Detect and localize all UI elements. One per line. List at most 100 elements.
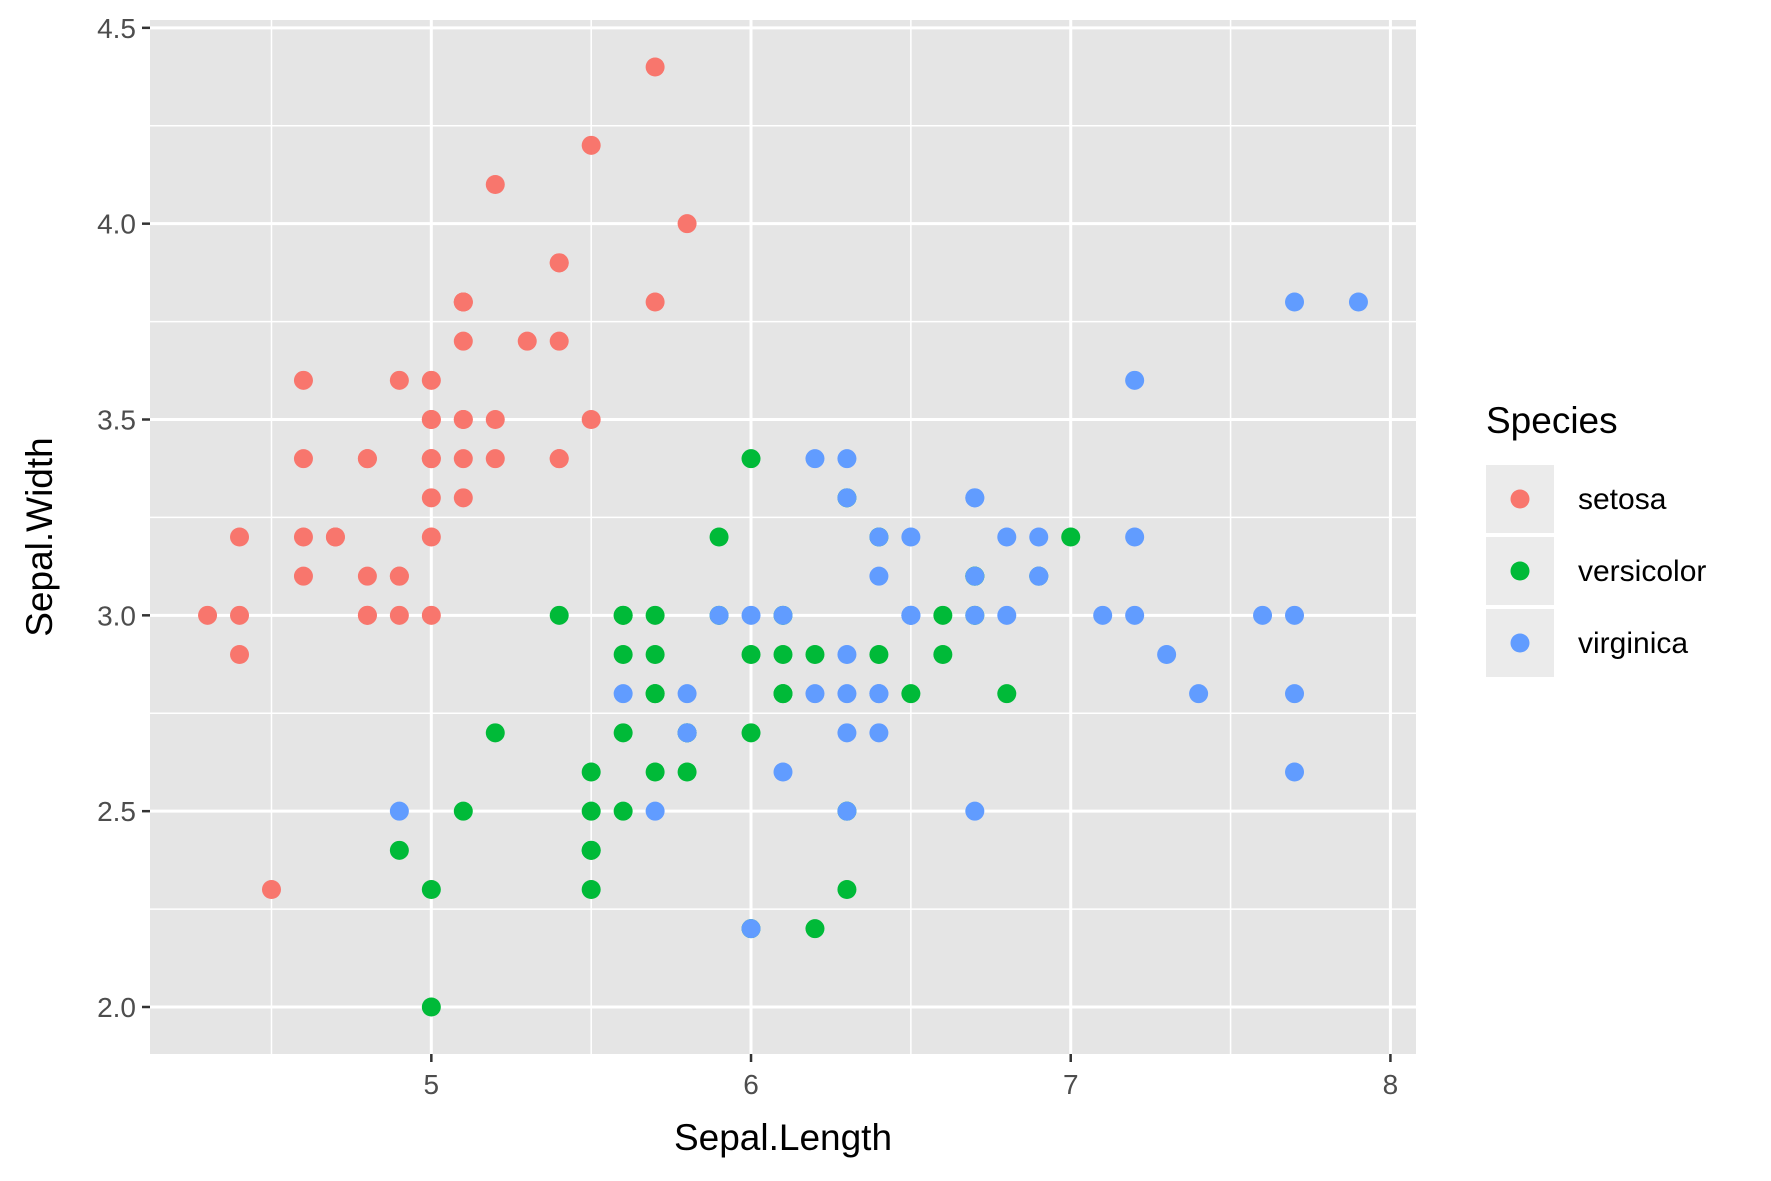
data-point-virginica bbox=[837, 801, 857, 821]
data-point-setosa bbox=[293, 449, 313, 469]
data-point-virginica bbox=[901, 605, 921, 625]
data-point-virginica bbox=[997, 527, 1017, 547]
data-point-setosa bbox=[357, 605, 377, 625]
data-point-setosa bbox=[389, 605, 409, 625]
data-point-virginica bbox=[837, 488, 857, 508]
data-point-setosa bbox=[453, 449, 473, 469]
data-point-versicolor bbox=[549, 605, 569, 625]
data-point-versicolor bbox=[421, 997, 441, 1017]
legend-marker-setosa bbox=[1510, 489, 1530, 509]
data-point-virginica bbox=[1285, 762, 1305, 782]
data-point-virginica bbox=[677, 723, 697, 743]
data-point-versicolor bbox=[613, 801, 633, 821]
data-point-versicolor bbox=[645, 605, 665, 625]
data-point-setosa bbox=[453, 292, 473, 312]
y-tick-label: 2.0 bbox=[97, 992, 136, 1023]
data-point-setosa bbox=[230, 527, 250, 547]
data-point-setosa bbox=[485, 449, 505, 469]
data-point-versicolor bbox=[837, 880, 857, 899]
data-point-virginica bbox=[1285, 292, 1305, 312]
data-point-virginica bbox=[1093, 605, 1113, 625]
data-point-setosa bbox=[581, 135, 601, 155]
data-point-setosa bbox=[549, 331, 569, 351]
x-tick-label: 6 bbox=[743, 1069, 759, 1100]
data-point-setosa bbox=[677, 214, 697, 234]
data-point-versicolor bbox=[741, 645, 761, 664]
data-point-setosa bbox=[421, 488, 441, 508]
data-point-virginica bbox=[1157, 645, 1177, 664]
data-point-setosa bbox=[485, 175, 505, 194]
data-point-versicolor bbox=[645, 645, 665, 664]
data-point-virginica bbox=[645, 801, 665, 821]
data-point-setosa bbox=[421, 370, 441, 390]
data-point-versicolor bbox=[581, 880, 601, 899]
data-point-virginica bbox=[1029, 566, 1049, 586]
data-point-versicolor bbox=[389, 840, 409, 860]
data-point-virginica bbox=[837, 723, 857, 743]
data-point-versicolor bbox=[901, 684, 921, 704]
data-point-setosa bbox=[230, 645, 250, 664]
data-point-setosa bbox=[293, 370, 313, 390]
data-point-versicolor bbox=[581, 801, 601, 821]
data-point-versicolor bbox=[645, 762, 665, 782]
data-point-versicolor bbox=[581, 762, 601, 782]
data-point-virginica bbox=[837, 684, 857, 704]
data-point-virginica bbox=[1285, 605, 1305, 625]
data-point-setosa bbox=[581, 410, 601, 429]
data-point-virginica bbox=[741, 919, 761, 939]
data-point-virginica bbox=[837, 449, 857, 469]
data-point-versicolor bbox=[453, 801, 473, 821]
data-point-versicolor bbox=[1061, 527, 1081, 547]
data-point-setosa bbox=[453, 410, 473, 429]
x-tick-label: 7 bbox=[1063, 1069, 1079, 1100]
data-point-setosa bbox=[421, 410, 441, 429]
data-point-versicolor bbox=[773, 645, 793, 664]
data-point-virginica bbox=[773, 605, 793, 625]
data-point-versicolor bbox=[677, 762, 697, 782]
legend-title: Species bbox=[1486, 400, 1618, 441]
data-point-setosa bbox=[485, 410, 505, 429]
data-point-versicolor bbox=[581, 840, 601, 860]
data-point-virginica bbox=[997, 605, 1017, 625]
data-point-setosa bbox=[549, 449, 569, 469]
data-point-virginica bbox=[1125, 527, 1145, 547]
data-point-virginica bbox=[389, 801, 409, 821]
data-points bbox=[198, 57, 1368, 1017]
data-point-virginica bbox=[965, 488, 985, 508]
data-point-virginica bbox=[741, 605, 761, 625]
legend-marker-virginica bbox=[1510, 633, 1530, 653]
data-point-setosa bbox=[645, 57, 665, 77]
legend-label-versicolor: versicolor bbox=[1578, 555, 1706, 588]
data-point-setosa bbox=[453, 331, 473, 351]
data-point-versicolor bbox=[645, 684, 665, 704]
data-point-setosa bbox=[357, 566, 377, 586]
data-point-virginica bbox=[1125, 605, 1145, 625]
data-point-virginica bbox=[1189, 684, 1209, 704]
data-point-versicolor bbox=[613, 723, 633, 743]
data-point-virginica bbox=[965, 801, 985, 821]
data-point-virginica bbox=[869, 684, 889, 704]
data-point-versicolor bbox=[709, 527, 729, 547]
data-point-virginica bbox=[709, 605, 729, 625]
data-point-versicolor bbox=[773, 684, 793, 704]
data-point-virginica bbox=[869, 723, 889, 743]
data-point-setosa bbox=[261, 880, 281, 899]
legend-label-virginica: virginica bbox=[1578, 627, 1688, 660]
data-point-setosa bbox=[293, 566, 313, 586]
data-point-setosa bbox=[389, 566, 409, 586]
y-tick-label: 3.0 bbox=[97, 600, 136, 631]
data-point-virginica bbox=[1125, 370, 1145, 390]
data-point-setosa bbox=[198, 605, 218, 625]
data-point-versicolor bbox=[421, 880, 441, 899]
data-point-virginica bbox=[1285, 684, 1305, 704]
data-point-virginica bbox=[965, 566, 985, 586]
data-point-virginica bbox=[1253, 605, 1273, 625]
data-point-virginica bbox=[677, 684, 697, 704]
y-tick-label: 4.0 bbox=[97, 209, 136, 240]
x-axis-title: Sepal.Length bbox=[674, 1117, 892, 1158]
data-point-versicolor bbox=[805, 645, 825, 664]
y-tick-label: 2.5 bbox=[97, 796, 136, 827]
legend-marker-versicolor bbox=[1510, 561, 1530, 581]
axes: 5 6 7 8 2.0 2.5 3.0 3.5 4.0 4.5 bbox=[97, 13, 1398, 1100]
